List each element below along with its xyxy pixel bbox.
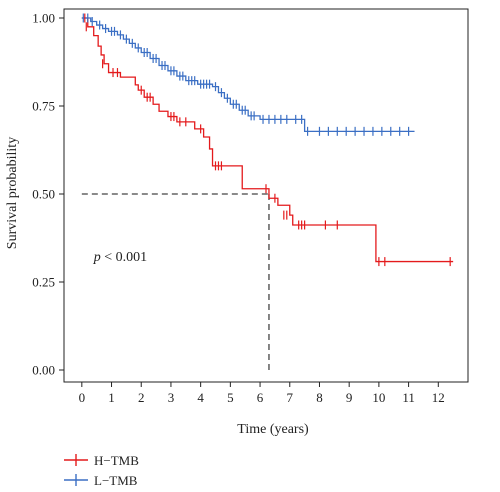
- x-tick-label: 4: [197, 390, 204, 405]
- series-line-l-tmb: [81, 17, 415, 132]
- p-value-prefix: p: [93, 250, 101, 265]
- x-tick-label: 3: [168, 390, 175, 405]
- axes: [63, 8, 469, 383]
- y-tick-label: 1.00: [32, 11, 55, 26]
- x-tick-label: 8: [316, 390, 323, 405]
- legend-item-l-tmb: L−TMB: [64, 473, 138, 488]
- series-line-h-tmb: [81, 17, 454, 263]
- x-tick-label: 6: [257, 390, 264, 405]
- y-tick-label: 0.75: [32, 99, 55, 114]
- legend: H−TMB L−TMB: [64, 453, 139, 488]
- legend-label-h-tmb: H−TMB: [94, 453, 139, 468]
- x-tick-label: 11: [402, 390, 415, 405]
- x-tick-label: 12: [432, 390, 445, 405]
- x-tick-label: 0: [79, 390, 86, 405]
- tick-marks: 0 1 2 3 4 5 6 7 8 9 10 11 120.000.250.500.751.00: [32, 11, 445, 406]
- p-value-annotation: p < 0.001: [93, 250, 147, 265]
- x-tick-label: 1: [108, 390, 115, 405]
- plot-panel-border: [63, 8, 469, 383]
- censor-marks: [82, 13, 451, 267]
- survival-curves: [81, 17, 454, 263]
- p-value-text: < 0.001: [101, 250, 147, 265]
- x-tick-label: 9: [346, 390, 353, 405]
- x-tick-label: 10: [372, 390, 385, 405]
- legend-item-h-tmb: H−TMB: [64, 453, 139, 468]
- y-tick-label: 0.00: [32, 363, 55, 378]
- legend-label-l-tmb: L−TMB: [94, 473, 138, 488]
- y-tick-label: 0.25: [32, 275, 55, 290]
- x-axis-title: Time (years): [237, 422, 309, 437]
- median-reference-lines: [81, 193, 270, 370]
- y-tick-label: 0.50: [32, 187, 55, 202]
- x-tick-label: 7: [287, 390, 294, 405]
- x-tick-label: 5: [227, 390, 234, 405]
- y-axis-title: Survival probability: [5, 137, 20, 249]
- x-tick-label: 2: [138, 390, 145, 405]
